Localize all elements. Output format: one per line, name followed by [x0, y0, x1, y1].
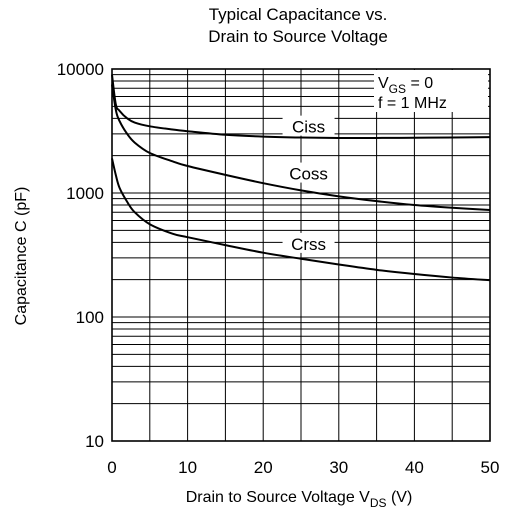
x-tick-label: 0 — [107, 458, 116, 477]
frequency-condition-label: f = 1 MHz — [378, 95, 447, 112]
series-label-bg — [282, 232, 335, 253]
x-tick-label: 30 — [329, 458, 348, 477]
series-label-coss: Coss — [289, 165, 328, 184]
x-tick-label: 20 — [254, 458, 273, 477]
x-tick-label: 10 — [178, 458, 197, 477]
y-tick-labels: 10 100 1000 10000 — [57, 60, 104, 451]
y-tick-label: 1000 — [66, 184, 104, 203]
series-line-coss — [111, 84, 491, 211]
x-tick-label: 50 — [481, 458, 500, 477]
y-tick-label: 10000 — [57, 60, 104, 79]
series-label-bg — [282, 115, 335, 136]
x-axis-label: Drain to Source Voltage VDS (V) — [186, 489, 413, 510]
y-tick-label: 10 — [85, 432, 104, 451]
y-axis-label: Capacitance C (pF) — [13, 187, 30, 326]
series-label-bg — [282, 162, 335, 183]
grid-lines — [112, 69, 490, 441]
chart-title-line-2: Drain to Source Voltage — [208, 27, 388, 46]
conditions-box-bg — [374, 70, 488, 112]
y-tick-label: 100 — [76, 308, 104, 327]
series-curves — [111, 74, 491, 282]
vgs-condition-label: VGS = 0 — [378, 75, 433, 96]
series-label-crss: Crss — [291, 235, 326, 254]
series-line-ciss — [111, 74, 491, 139]
x-tick-labels: 0 10 20 30 40 50 — [107, 458, 499, 477]
series-line-crss — [111, 158, 491, 282]
plot-frame — [111, 68, 491, 442]
x-tick-label: 40 — [405, 458, 424, 477]
series-label-ciss: Ciss — [292, 118, 325, 137]
series-labels: Ciss Coss Crss — [282, 115, 335, 254]
chart-title-line-1: Typical Capacitance vs. — [209, 5, 388, 24]
